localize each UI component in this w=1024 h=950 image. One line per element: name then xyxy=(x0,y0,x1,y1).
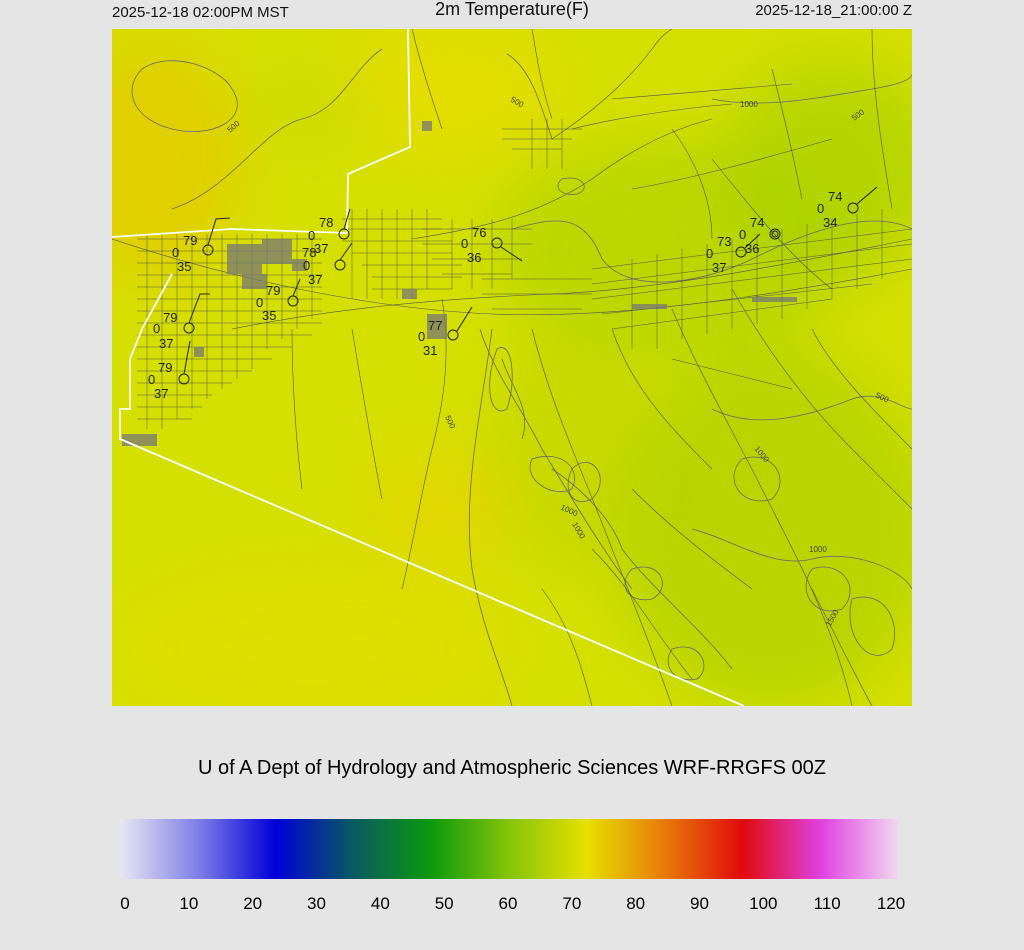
model-credit: U of A Dept of Hydrology and Atmospheric… xyxy=(197,757,827,779)
colorbar-tick-label: 40 xyxy=(370,894,390,913)
station-dewpoint: 35 xyxy=(262,308,276,323)
station-temp: 78 xyxy=(302,245,316,260)
valid-time-utc: 2025-12-18_21:00:00 Z xyxy=(755,2,912,19)
station-temp: 73 xyxy=(717,234,731,249)
station-temp: 79 xyxy=(163,310,177,325)
colorbar-tick-label: 70 xyxy=(562,894,582,913)
station-wind: 0 xyxy=(418,329,425,344)
station-labels: 79 0 35 78 0 37 78 0 37 79 0 35 79 0 37 … xyxy=(148,189,842,401)
station-dewpoint: 37 xyxy=(154,386,168,401)
station-dewpoint: 31 xyxy=(423,343,437,358)
station-wind: 0 xyxy=(153,321,160,336)
station-wind: 0 xyxy=(817,201,824,216)
station-dewpoint: 36 xyxy=(745,241,759,256)
colorbar-tick-label: 120 xyxy=(876,894,906,913)
colorbar-tick-label: 20 xyxy=(243,894,263,913)
colorbar-tick-label: 50 xyxy=(434,894,454,913)
colorbar-tick-label: 0 xyxy=(120,894,130,913)
station-temp: 74 xyxy=(828,189,842,204)
station-wind: 0 xyxy=(303,258,310,273)
colorbar-tick-label: 110 xyxy=(813,894,841,913)
station-temp: 79 xyxy=(183,233,197,248)
station-dewpoint: 37 xyxy=(308,272,322,287)
station-wind: 0 xyxy=(308,228,315,243)
city-grid-central xyxy=(342,209,532,299)
station-plots xyxy=(178,186,878,385)
station-dewpoint: 36 xyxy=(467,250,481,265)
station-temp: 79 xyxy=(266,283,280,298)
station-temp: 77 xyxy=(428,318,442,333)
station-dewpoint: 37 xyxy=(159,336,173,351)
station-dewpoint: 37 xyxy=(314,241,328,256)
station-wind: 0 xyxy=(739,227,746,242)
contour-label: 1000 xyxy=(809,545,827,554)
station-wind: 0 xyxy=(172,245,179,260)
colorbar-tick-label: 60 xyxy=(498,894,518,913)
station-wind: 0 xyxy=(148,372,155,387)
elevation-contours xyxy=(131,48,912,706)
temperature-shading xyxy=(112,29,912,706)
station-temp: 76 xyxy=(472,225,486,240)
station-temp: 78 xyxy=(319,215,333,230)
colorbar-tick-label: 80 xyxy=(626,894,646,913)
station-wind: 0 xyxy=(256,295,263,310)
station-wind: 0 xyxy=(706,246,713,261)
contour-label: 1000 xyxy=(740,100,758,109)
station-dewpoint: 35 xyxy=(177,259,191,274)
colorbar-tick-label: 100 xyxy=(749,894,778,913)
valid-time-local: 2025-12-18 02:00PM MST xyxy=(112,4,289,21)
colorbar-tick-label: 30 xyxy=(307,894,326,913)
station-wind: 0 xyxy=(461,236,468,251)
colorbar-tick-label: 10 xyxy=(179,894,199,913)
station-temp: 79 xyxy=(158,360,172,375)
station-dewpoint: 37 xyxy=(712,260,726,275)
map-title: 2m Temperature(F) xyxy=(435,0,589,19)
temperature-colorbar xyxy=(120,819,898,879)
temperature-map: 500 500 1000 500 500 1000 1000 1000 1000… xyxy=(112,29,912,706)
colorbar-tick-labels: 0 10 20 30 40 50 60 70 80 90 100 110 120 xyxy=(0,894,1024,918)
station-temp: 74 xyxy=(750,215,764,230)
station-dewpoint: 34 xyxy=(823,215,837,230)
colorbar-tick-label: 90 xyxy=(690,894,709,913)
